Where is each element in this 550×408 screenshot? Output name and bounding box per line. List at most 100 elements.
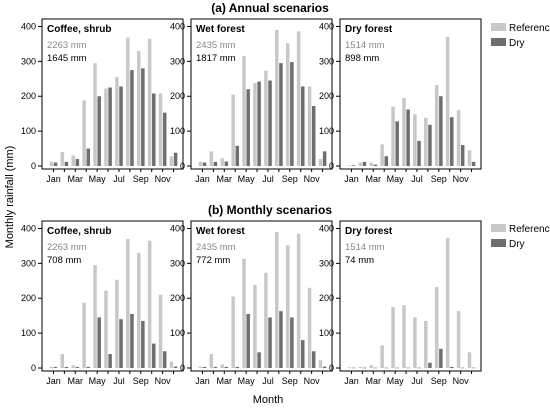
x-tick-label: Jan <box>46 376 61 386</box>
panel-frame <box>190 18 333 170</box>
bar-dry-nov <box>311 351 316 368</box>
annual-dry-total: 74 mm <box>345 255 374 266</box>
x-tick-label: Jan <box>46 174 61 184</box>
bar-reference-dec <box>318 360 323 368</box>
x-tick-label: Mar <box>217 376 233 386</box>
y-tick-label: 0 <box>329 161 334 171</box>
bar-reference-oct <box>296 31 301 167</box>
annual-reference-total: 1514 mm <box>345 242 385 253</box>
y-tick-label: 100 <box>319 328 334 338</box>
bar-dry-sep <box>141 68 145 166</box>
bar-dry-jun <box>108 354 112 368</box>
bar-reference-jun <box>402 305 406 368</box>
bar-reference-dec <box>169 361 174 368</box>
bar-dry-jun <box>406 109 410 166</box>
legend-reference-swatch <box>491 23 506 31</box>
x-tick-label: May <box>89 174 107 184</box>
bar-reference-jul <box>264 70 268 166</box>
bar-dry-jan <box>351 165 356 166</box>
bar-dry-mar <box>373 164 378 166</box>
x-tick-label: Sep <box>431 174 447 184</box>
bar-dry-jul <box>268 80 272 166</box>
bar-dry-feb <box>64 366 69 368</box>
bar-dry-may <box>97 317 101 368</box>
x-tick-label: Jan <box>344 376 359 386</box>
bar-dry-may <box>246 313 250 368</box>
y-tick-label: 100 <box>170 328 185 338</box>
y-tick-label: 100 <box>21 126 36 136</box>
x-tick-label: Nov <box>453 174 470 184</box>
panel-frame <box>339 220 482 372</box>
legend-reference-label: Reference <box>509 23 550 34</box>
x-tick-label: Jul <box>411 376 423 386</box>
panel-title: Dry forest <box>345 24 393 35</box>
bar-reference-sep <box>434 85 439 166</box>
bar-dry-mar <box>75 366 80 368</box>
panel-title: Coffee, shrub <box>47 24 111 35</box>
annual-dry-total: 1645 mm <box>47 53 87 64</box>
x-tick-label: Sep <box>133 174 149 184</box>
bar-dry-apr <box>384 367 389 369</box>
bar-reference-mar <box>71 155 75 166</box>
bar-reference-jan <box>49 366 54 368</box>
panel-title: Wet forest <box>196 226 245 237</box>
bar-dry-aug <box>428 124 432 166</box>
chart-panel-1: 0 100 200 300 400 Jan Mar May Jul Sep Nov Coffee, s… <box>21 18 184 184</box>
panel-frame <box>41 18 184 170</box>
panel-title: Coffee, shrub <box>47 226 111 237</box>
bar-reference-nov <box>307 287 312 368</box>
bar-reference-aug <box>424 117 428 166</box>
panel-frame <box>339 18 482 170</box>
bar-dry-dec <box>173 152 178 166</box>
bar-dry-jul <box>119 86 123 166</box>
bar-dry-feb <box>213 366 218 368</box>
bar-dry-jan <box>351 367 356 369</box>
bar-reference-feb <box>60 152 65 166</box>
y-tick-label: 100 <box>21 328 36 338</box>
bar-reference-may <box>391 306 395 368</box>
y-tick-label: 100 <box>319 126 334 136</box>
bar-dry-jan <box>53 366 58 368</box>
y-tick-label: 400 <box>170 223 185 233</box>
annual-reference-total: 2435 mm <box>196 40 236 51</box>
section-a-title: (a) Annual scenarios <box>211 1 329 15</box>
x-tick-label: Sep <box>431 376 447 386</box>
chart-panel-5: 0 100 200 300 400 Jan Mar May Jul Sep Nov Wet fores… <box>170 220 333 386</box>
x-axis-label: Month <box>253 394 284 406</box>
x-tick-label: Sep <box>282 174 298 184</box>
bar-dry-sep <box>290 62 294 166</box>
bar-reference-may <box>93 63 97 166</box>
bar-reference-dec <box>169 156 174 166</box>
bar-dry-dec <box>471 161 476 166</box>
bar-dry-apr <box>235 145 240 166</box>
bar-reference-may <box>93 265 97 368</box>
bar-reference-jun <box>253 82 257 166</box>
bar-dry-jun <box>406 367 410 369</box>
bar-dry-may <box>395 367 399 369</box>
bar-reference-feb <box>358 366 363 368</box>
bar-reference-sep <box>285 43 290 167</box>
bar-reference-sep <box>136 252 141 368</box>
section-b-title: (b) Monthly scenarios <box>208 203 332 217</box>
legend-section-a: Reference Dry <box>491 23 550 49</box>
bar-reference-jul <box>115 279 119 368</box>
bar-reference-jul <box>264 272 268 368</box>
bar-reference-feb <box>60 354 65 368</box>
bar-dry-apr <box>384 156 389 166</box>
y-tick-label: 200 <box>170 91 185 101</box>
bar-reference-jan <box>198 366 203 368</box>
bar-dry-oct <box>152 343 156 368</box>
x-tick-label: Nov <box>304 174 321 184</box>
bar-reference-jan <box>347 165 352 166</box>
x-tick-label: May <box>238 174 256 184</box>
y-tick-label: 200 <box>21 293 36 303</box>
y-tick-label: 0 <box>180 161 185 171</box>
x-tick-label: Sep <box>133 376 149 386</box>
x-tick-label: Nov <box>155 376 172 386</box>
bar-reference-apr <box>231 94 235 166</box>
chart-panel-6: 0 100 200 300 400 Jan Mar May Jul Sep Nov Dry fores… <box>319 220 482 386</box>
bar-reference-mar <box>220 158 224 166</box>
bar-reference-mar <box>71 365 75 368</box>
y-tick-label: 400 <box>21 21 36 31</box>
